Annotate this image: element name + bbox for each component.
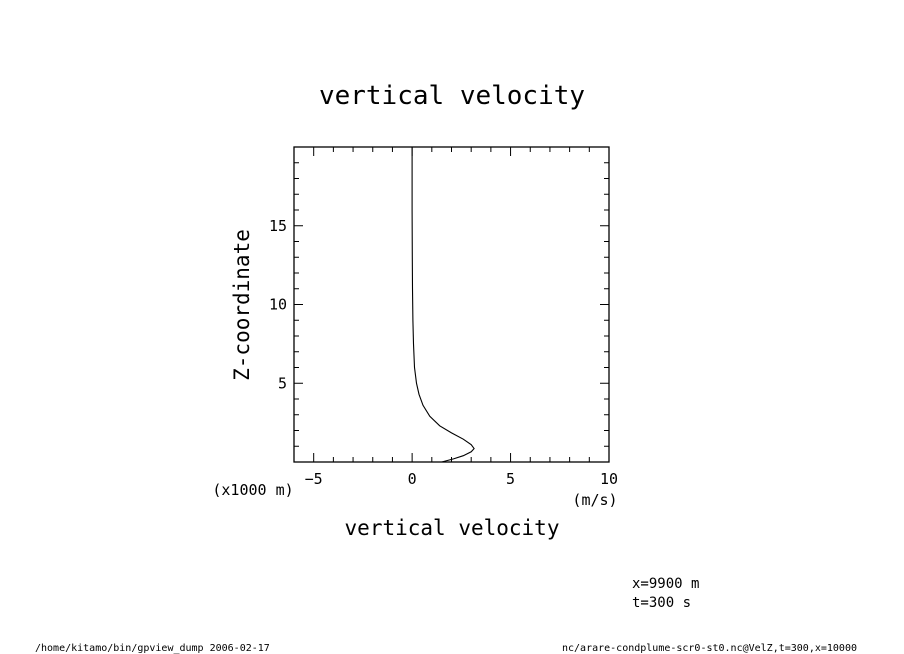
y-tick-label: 15 [269, 217, 287, 235]
y-unit-label: (x1000 m) [212, 481, 293, 499]
y-tick-label: 5 [278, 374, 287, 392]
x-unit-label: (m/s) [572, 491, 617, 509]
series-line [411, 147, 475, 463]
x-tick-label: −5 [305, 470, 323, 488]
y-tick-label: 10 [269, 296, 287, 314]
x-tick-label: 5 [506, 470, 515, 488]
x-tick-label: 0 [408, 470, 417, 488]
chart-title: vertical velocity [319, 81, 585, 111]
tick-marks [293, 146, 610, 463]
y-axis-label: Z-coordinate [230, 229, 254, 381]
plot-frame [293, 146, 610, 463]
footer-right: nc/arare-condplume-scr0-st0.nc@VelZ,t=30… [562, 643, 857, 654]
tick-labels: −5 0 5 10 5 10 15 [269, 217, 618, 488]
x-axis-label: vertical velocity [345, 516, 560, 540]
footer-left: /home/kitamo/bin/gpview_dump 2006-02-17 [35, 643, 270, 654]
x-tick-label: 10 [600, 470, 618, 488]
x-position-note: x=9900 m [632, 576, 699, 592]
time-note: t=300 s [632, 595, 691, 611]
